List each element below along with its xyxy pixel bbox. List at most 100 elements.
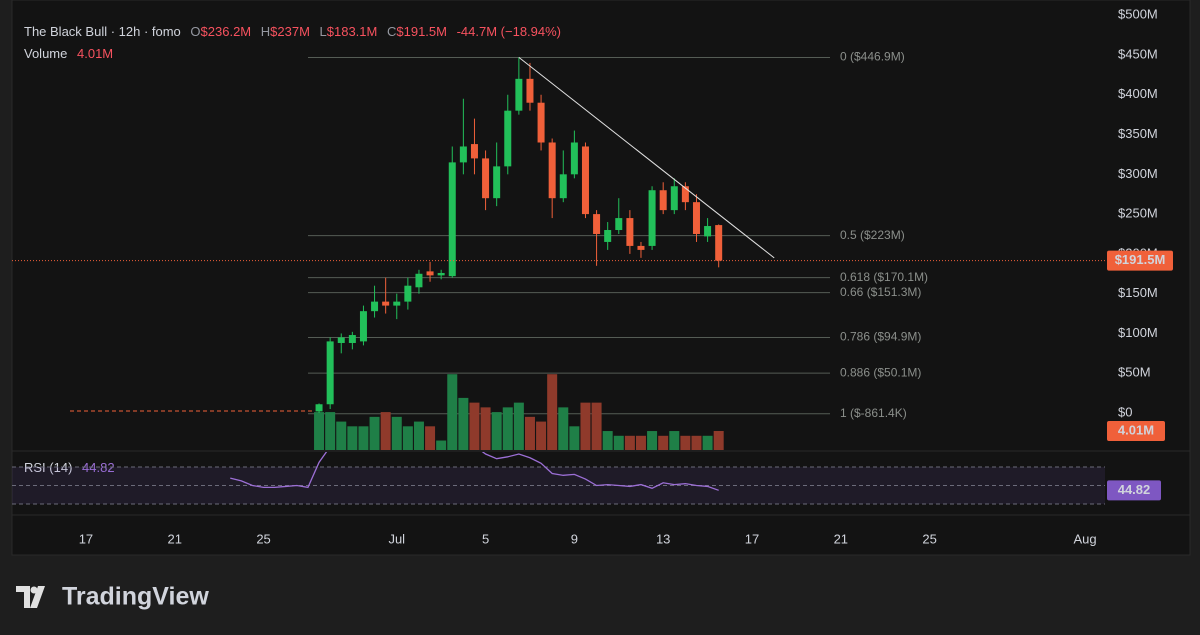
rsi-line xyxy=(230,452,719,491)
fib-label: 0.786 ($94.9M) xyxy=(840,330,921,344)
ohlc-key: O xyxy=(190,24,200,39)
candle-body xyxy=(692,202,700,234)
y-tick-label: $0 xyxy=(1118,404,1132,419)
x-tick-label: Jul xyxy=(388,531,405,546)
fib-label: 0 ($446.9M) xyxy=(840,50,905,64)
candle-body xyxy=(493,166,501,199)
volume-bar xyxy=(391,416,402,450)
fib-label: 0.886 ($50.1M) xyxy=(840,365,921,379)
candle-body xyxy=(393,301,401,306)
volume-bar xyxy=(380,412,391,450)
volume-bar xyxy=(635,435,646,450)
candle-body xyxy=(604,230,612,242)
candle-body xyxy=(515,78,523,111)
volume-bar xyxy=(624,435,635,450)
candle-body xyxy=(504,110,512,167)
volume-bar xyxy=(558,407,569,450)
candle-body xyxy=(537,102,545,143)
x-tick-label: 9 xyxy=(571,531,578,546)
candle-body xyxy=(448,162,456,277)
fib-label: 0.5 ($223M) xyxy=(840,228,905,242)
ohlc-key: H xyxy=(261,24,270,39)
candle-body xyxy=(437,272,445,276)
y-tick-label: $350M xyxy=(1118,126,1158,141)
ohlc-key: C xyxy=(387,24,396,39)
y-tick-label: $100M xyxy=(1118,325,1158,340)
fib-label: 1 ($-861.4K) xyxy=(840,406,907,420)
last-price-tag xyxy=(1107,250,1173,271)
volume-bar xyxy=(591,402,602,450)
candle-body xyxy=(681,186,689,203)
price-pane xyxy=(308,56,830,450)
volume-bar xyxy=(547,374,558,450)
volume-bar xyxy=(358,426,369,450)
volume-bar xyxy=(658,435,669,450)
candle-body xyxy=(326,341,334,405)
candle-body xyxy=(348,335,356,343)
x-tick-label: 25 xyxy=(922,531,936,546)
candle-body xyxy=(615,218,623,231)
volume-bar xyxy=(602,431,613,450)
logo-icon-dot xyxy=(30,586,38,594)
volume-bar xyxy=(425,426,436,450)
volume-bar xyxy=(402,426,413,450)
rsi-legend: RSI (14) 44.82 xyxy=(24,460,115,475)
candle-body xyxy=(648,190,656,246)
x-tick-label: Aug xyxy=(1073,531,1096,546)
candle-body xyxy=(570,142,578,175)
volume-value: 4.01M xyxy=(77,46,113,61)
chart-title: The Black Bull · 12h · fomo xyxy=(24,24,181,39)
candle-body xyxy=(415,273,423,288)
candle-body xyxy=(626,218,634,246)
change: -44.7M (−18.94%) xyxy=(457,24,561,39)
volume-legend: Volume 4.01M xyxy=(24,46,113,61)
rsi-value: 44.82 xyxy=(82,460,115,475)
candle-body xyxy=(704,226,712,237)
volume-bar xyxy=(491,412,502,450)
volume-bar xyxy=(336,421,347,450)
candle-body xyxy=(404,285,412,302)
volume-bar xyxy=(713,431,724,450)
logo: TradingView xyxy=(16,583,209,611)
candle-body xyxy=(637,245,645,250)
volume-bar xyxy=(480,407,491,450)
x-tick-label: 17 xyxy=(79,531,93,546)
y-tick-label: $250M xyxy=(1118,206,1158,221)
volume-bar xyxy=(469,402,480,450)
x-tick-label: 25 xyxy=(256,531,270,546)
fib-label: 0.618 ($170.1M) xyxy=(840,270,928,284)
volume-bar xyxy=(347,426,358,450)
candle-body xyxy=(593,214,601,234)
y-tick-label: $450M xyxy=(1118,46,1158,61)
volume-bar xyxy=(413,421,424,450)
y-tick-label: $400M xyxy=(1118,86,1158,101)
y-tick-label: $300M xyxy=(1118,166,1158,181)
volume-bar xyxy=(613,435,624,450)
x-tick-label: 13 xyxy=(656,531,670,546)
volume-bar xyxy=(447,374,458,450)
volume-bar xyxy=(524,416,535,450)
volume-bar xyxy=(314,412,325,450)
candle-body xyxy=(670,186,678,211)
rsi-tag-label: 44.82 xyxy=(1118,482,1151,497)
ohlc-value: $183.1M xyxy=(327,24,378,39)
x-tick-label: 21 xyxy=(834,531,848,546)
volume-bar xyxy=(513,402,524,450)
candle-body xyxy=(459,146,467,163)
rsi-tag xyxy=(1107,480,1161,501)
ohlc-value: $191.5M xyxy=(396,24,447,39)
x-tick-label: 5 xyxy=(482,531,489,546)
candle-body xyxy=(482,158,490,199)
candle-body xyxy=(359,311,367,342)
volume-bar xyxy=(691,435,702,450)
volume-bar xyxy=(458,397,469,450)
volume-bar xyxy=(369,416,380,450)
y-tick-label: $50M xyxy=(1118,365,1151,380)
ohlc-value: $236.2M xyxy=(201,24,252,39)
candle-body xyxy=(426,271,434,276)
x-tick-label: 21 xyxy=(168,531,182,546)
volume-bar xyxy=(669,431,680,450)
volume-bar xyxy=(580,402,591,450)
y-tick-label: $150M xyxy=(1118,285,1158,300)
